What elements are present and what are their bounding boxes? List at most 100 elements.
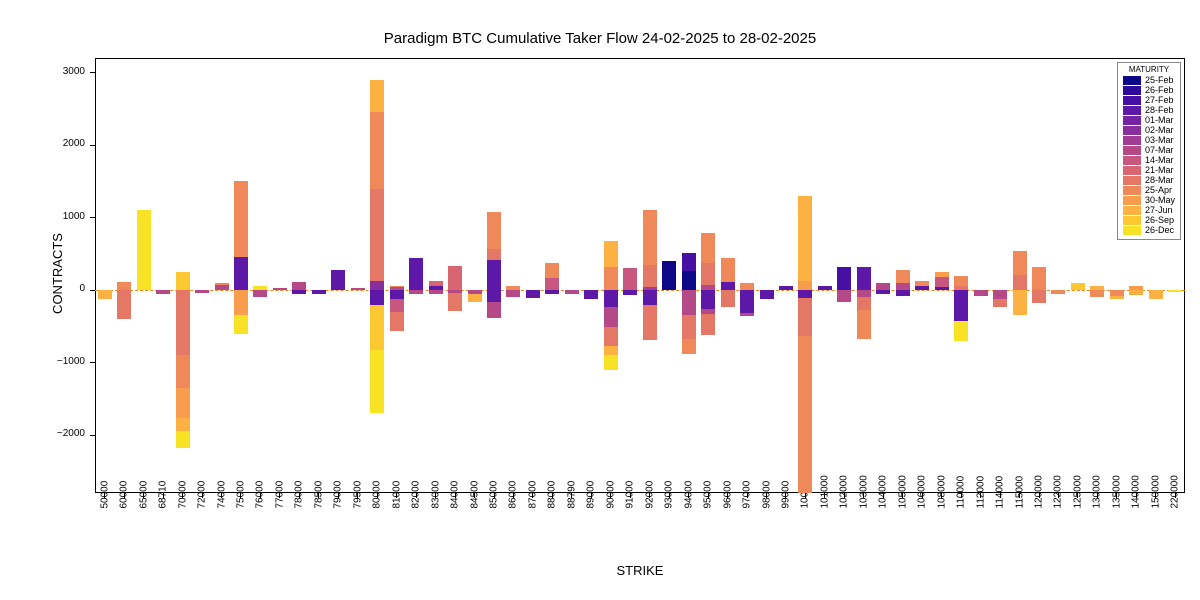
bar-segment — [954, 321, 968, 341]
legend-label: 01-Mar — [1145, 116, 1174, 125]
legend-swatch — [1123, 96, 1141, 105]
bar-segment — [545, 278, 559, 290]
bar-segment — [137, 210, 151, 290]
legend-label: 21-Mar — [1145, 166, 1174, 175]
bar-segment — [604, 267, 618, 290]
chart-container: Paradigm BTC Cumulative Taker Flow 24-02… — [0, 0, 1200, 600]
legend-label: 30-May — [1145, 196, 1175, 205]
bar-segment — [351, 288, 365, 290]
x-axis-label: STRIKE — [95, 563, 1185, 578]
bar-segment — [604, 307, 618, 327]
legend-item: 01-Mar — [1123, 116, 1175, 125]
y-tick-label: 2000 — [40, 138, 85, 149]
bar-segment — [623, 290, 637, 295]
bar-segment — [701, 233, 715, 263]
legend-swatch — [1123, 196, 1141, 205]
y-tick — [90, 362, 95, 363]
bar-segment — [195, 290, 209, 293]
bar-segment — [876, 283, 890, 290]
bar-segment — [857, 297, 871, 311]
legend-item: 28-Mar — [1123, 176, 1175, 185]
bar-segment — [545, 263, 559, 278]
bar-segment — [974, 290, 988, 296]
bar-segment — [993, 299, 1007, 307]
bar-segment — [857, 310, 871, 339]
legend-swatch — [1123, 216, 1141, 225]
bar-segment — [176, 388, 190, 418]
chart-title: Paradigm BTC Cumulative Taker Flow 24-02… — [0, 30, 1200, 47]
legend-label: 03-Mar — [1145, 136, 1174, 145]
y-tick — [90, 145, 95, 146]
y-tick-label: 3000 — [40, 66, 85, 77]
bar-segment — [682, 253, 696, 271]
bar-segment — [98, 290, 112, 299]
bar-segment — [176, 290, 190, 355]
bar-segment — [545, 290, 559, 294]
bar-segment — [234, 315, 248, 333]
legend: MATURITY 25-Feb26-Feb27-Feb28-Feb01-Mar0… — [1117, 62, 1181, 240]
bar-segment — [740, 313, 754, 316]
legend-label: 26-Feb — [1145, 86, 1174, 95]
y-tick — [90, 435, 95, 436]
legend-swatch — [1123, 186, 1141, 195]
bar-segment — [779, 286, 793, 290]
bar-segment — [1110, 296, 1124, 300]
bar-segment — [370, 112, 384, 188]
bar-segment — [117, 290, 131, 319]
bar-segment — [176, 272, 190, 290]
bar-segment — [487, 260, 501, 290]
bar-segment — [1129, 290, 1143, 295]
bar-segment — [1032, 290, 1046, 303]
bar-segment — [487, 249, 501, 259]
bar-segment — [409, 290, 423, 294]
bar-segment — [798, 290, 812, 298]
legend-label: 25-Feb — [1145, 76, 1174, 85]
bar-segment — [429, 281, 443, 286]
bar-segment — [506, 290, 520, 297]
bar-segment — [234, 290, 248, 315]
bar-segment — [1071, 283, 1085, 290]
legend-label: 26-Dec — [1145, 226, 1174, 235]
y-axis-label: CONTRACTS — [50, 233, 65, 314]
bar-segment — [682, 290, 696, 315]
bar-segment — [370, 290, 384, 305]
legend-item: 27-Jun — [1123, 206, 1175, 215]
legend-label: 07-Mar — [1145, 146, 1174, 155]
bar-segment — [1013, 251, 1027, 275]
legend-item: 03-Mar — [1123, 136, 1175, 145]
legend-swatch — [1123, 136, 1141, 145]
bar-segment — [292, 282, 306, 290]
legend-swatch — [1123, 206, 1141, 215]
legend-label: 28-Feb — [1145, 106, 1174, 115]
bar-segment — [409, 258, 423, 290]
legend-swatch — [1123, 146, 1141, 155]
bar-segment — [1168, 290, 1182, 292]
legend-item: 21-Mar — [1123, 166, 1175, 175]
legend-swatch — [1123, 156, 1141, 165]
bar-segment — [954, 276, 968, 285]
bar-segment — [954, 290, 968, 321]
bar-segment — [721, 258, 735, 282]
bar-segment — [721, 290, 735, 307]
bar-segment — [643, 265, 657, 287]
bar-segment — [253, 290, 267, 297]
bar-segment — [292, 290, 306, 294]
bar-segment — [896, 270, 910, 283]
legend-swatch — [1123, 166, 1141, 175]
bar-segment — [487, 212, 501, 250]
bar-segment — [701, 263, 715, 285]
bar-segment — [370, 305, 384, 350]
bar-segment — [487, 302, 501, 318]
bar-segment — [468, 294, 482, 301]
legend-item: 28-Feb — [1123, 106, 1175, 115]
legend-swatch — [1123, 76, 1141, 85]
bar-segment — [176, 431, 190, 448]
bar-segment — [935, 272, 949, 277]
bar-segment — [273, 288, 287, 290]
bar-segment — [117, 282, 131, 290]
legend-label: 27-Jun — [1145, 206, 1173, 215]
bar-segment — [740, 283, 754, 290]
bar-segment — [701, 290, 715, 309]
bar-segment — [1051, 290, 1065, 294]
bar-segment — [215, 285, 229, 290]
